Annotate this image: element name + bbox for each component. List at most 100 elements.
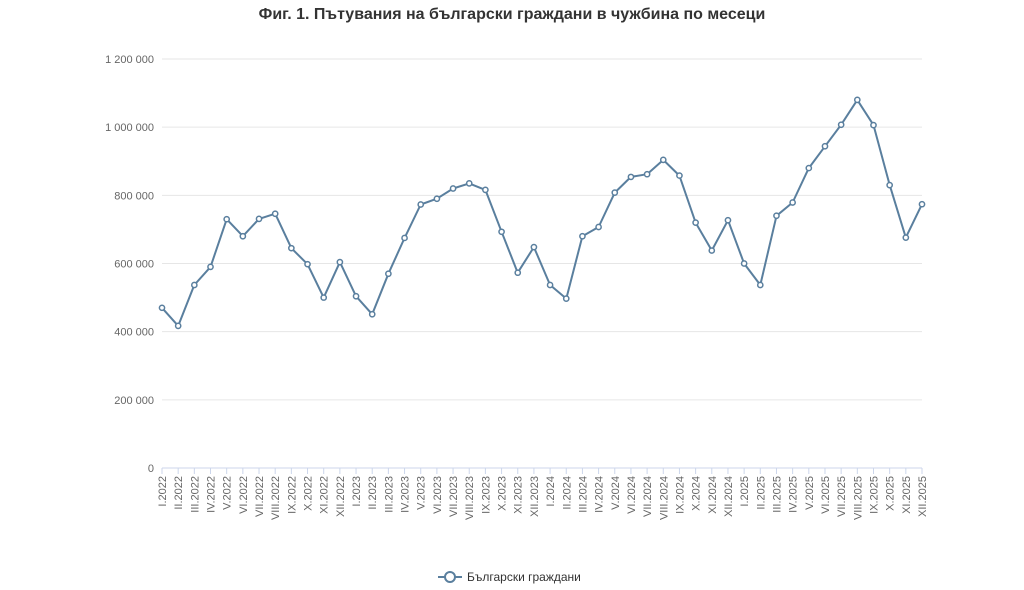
data-point	[158, 304, 166, 312]
data-point	[870, 121, 877, 129]
x-tick-label: III.2023	[383, 476, 395, 513]
x-tick-label: VIII.2022	[270, 476, 282, 520]
data-point	[385, 270, 392, 278]
x-tick-label: V.2023	[416, 476, 428, 510]
data-point	[288, 244, 295, 252]
x-tick-label: XII.2023	[529, 476, 541, 517]
legend-label: Български граждани	[467, 570, 581, 584]
data-point	[918, 200, 926, 208]
data-point	[902, 234, 910, 241]
x-tick-label: VIII.2025	[852, 476, 864, 520]
x-tick-label: IX.2025	[868, 476, 880, 514]
data-point	[482, 186, 489, 194]
data-point	[207, 263, 214, 271]
x-tick-label: IV.2022	[206, 476, 218, 513]
data-point	[773, 212, 780, 220]
legend-marker	[444, 571, 456, 583]
data-point	[433, 195, 441, 203]
y-tick-label: 400 000	[114, 327, 154, 339]
x-tick-label: IV.2023	[400, 476, 412, 513]
y-tick-label: 1 200 000	[105, 54, 154, 66]
y-tick-label: 800 000	[114, 190, 154, 202]
data-point	[255, 215, 263, 223]
y-tick-label: 600 000	[114, 259, 154, 271]
data-point	[821, 142, 829, 150]
data-point	[724, 216, 732, 224]
data-point	[643, 170, 651, 178]
data-point	[368, 310, 376, 318]
data-point	[320, 294, 328, 301]
x-tick-label: IX.2024	[674, 476, 686, 514]
data-point	[352, 292, 360, 300]
x-tick-label: I.2025	[739, 476, 751, 507]
x-tick-label: XII.2022	[335, 476, 347, 517]
x-tick-label: VII.2022	[254, 476, 266, 517]
x-tick-label: IV.2025	[788, 476, 800, 513]
chart-title: Фиг. 1. Пътувания на български граждани …	[258, 6, 766, 23]
x-tick-label: XI.2023	[513, 476, 525, 514]
data-point	[449, 185, 457, 192]
x-tick-label: I.2024	[545, 476, 557, 507]
y-tick-label: 200 000	[114, 395, 154, 407]
data-point	[579, 232, 586, 240]
data-point	[805, 164, 813, 172]
x-tick-label: I.2023	[351, 476, 363, 507]
data-point	[562, 295, 570, 302]
x-tick-label: XI.2025	[901, 476, 913, 514]
x-tick-label: II.2022	[173, 476, 185, 510]
data-point	[853, 96, 861, 104]
x-tick-label: I.2022	[157, 476, 169, 507]
data-point	[546, 281, 554, 289]
x-tick-label: V.2024	[610, 476, 622, 510]
x-tick-label: VI.2022	[238, 476, 250, 514]
data-point	[465, 180, 473, 187]
x-tick-label: II.2025	[755, 476, 767, 510]
data-point	[692, 219, 699, 226]
data-point	[627, 173, 635, 181]
x-tick-label: XI.2024	[707, 476, 719, 514]
data-point	[676, 172, 683, 179]
data-point	[417, 201, 425, 208]
x-tick-label: IX.2023	[480, 476, 492, 514]
data-point	[740, 260, 748, 267]
data-point	[530, 243, 538, 251]
y-tick-label: 1 000 000	[105, 122, 154, 134]
x-tick-label: III.2024	[577, 476, 589, 513]
data-point	[837, 121, 845, 129]
x-tick-label: II.2024	[561, 476, 573, 510]
x-tick-label: X.2023	[497, 476, 509, 511]
x-tick-label: XI.2022	[319, 476, 331, 514]
x-tick-label: VIII.2024	[658, 476, 670, 520]
data-point	[756, 281, 764, 289]
x-tick-label: III.2022	[189, 476, 201, 513]
x-tick-label: X.2024	[691, 476, 703, 511]
x-tick-label: IX.2022	[286, 476, 298, 514]
y-tick-label: 0	[148, 463, 154, 475]
data-point	[174, 322, 182, 330]
x-tick-label: VII.2025	[836, 476, 848, 517]
data-point	[514, 269, 522, 277]
data-point	[223, 215, 231, 223]
data-point	[611, 189, 619, 196]
x-tick-label: XII.2025	[917, 476, 929, 517]
data-point	[659, 156, 667, 164]
data-point	[789, 199, 796, 206]
x-tick-label: VI.2025	[820, 476, 832, 514]
data-point	[886, 181, 894, 189]
data-point	[595, 223, 602, 231]
x-tick-label: VI.2024	[626, 476, 638, 514]
x-tick-label: IV.2024	[594, 476, 606, 513]
x-tick-label: VII.2024	[642, 476, 654, 517]
x-tick-label: V.2022	[222, 476, 234, 510]
data-point	[498, 228, 505, 236]
x-tick-label: X.2025	[885, 476, 897, 511]
x-tick-label: VIII.2023	[464, 476, 476, 520]
x-tick-label: X.2022	[303, 476, 315, 511]
x-tick-label: VII.2023	[448, 476, 460, 517]
data-point	[271, 210, 279, 218]
x-tick-label: XII.2024	[723, 476, 735, 517]
x-tick-label: V.2025	[804, 476, 816, 510]
data-point	[239, 232, 247, 240]
data-point	[336, 258, 344, 266]
